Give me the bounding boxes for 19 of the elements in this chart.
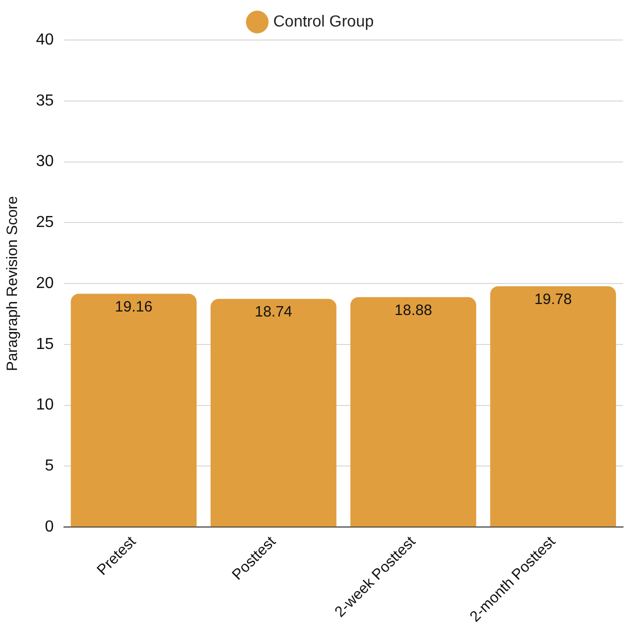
y-tick-label: 20	[36, 274, 54, 292]
y-tick-label: 5	[44, 458, 54, 475]
bar	[70, 294, 197, 527]
y-tick-label: 35	[36, 92, 54, 110]
y-tick-label: 25	[36, 214, 54, 232]
legend-label: Control Group	[273, 13, 374, 30]
bar	[210, 298, 336, 527]
data-label: 19.16	[114, 298, 152, 316]
bar	[490, 286, 616, 527]
y-tick-label: 0	[44, 518, 54, 536]
data-label: 18.74	[254, 304, 292, 321]
bar	[350, 297, 476, 527]
y-tick-label: 15	[36, 336, 54, 353]
data-label: 19.78	[534, 290, 572, 308]
data-label: 18.88	[394, 302, 432, 319]
y-axis-title: Paragraph Revision Score	[4, 196, 22, 372]
y-tick-label: 30	[36, 153, 54, 170]
y-tick-label: 40	[36, 31, 54, 48]
y-tick-label: 10	[36, 396, 54, 414]
